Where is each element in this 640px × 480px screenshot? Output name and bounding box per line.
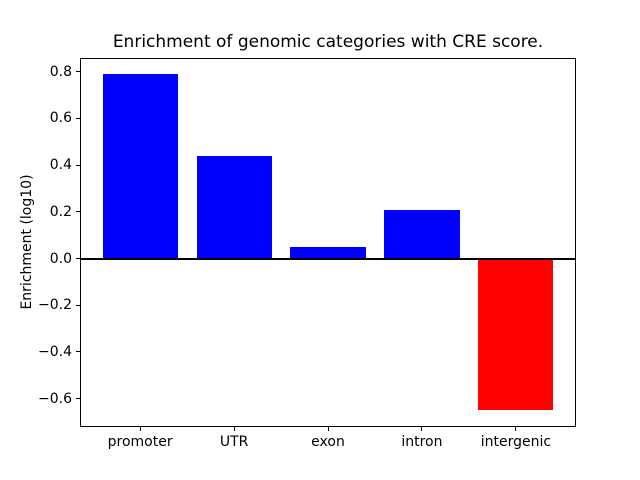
- chart-title: Enrichment of genomic categories with CR…: [112, 32, 544, 52]
- y-tick-label: −0.4: [38, 343, 72, 360]
- x-tick-mark: [139, 427, 141, 431]
- x-tick-label: intron: [401, 434, 443, 450]
- y-tick-label: −0.6: [38, 390, 72, 407]
- y-tick-mark: [76, 398, 80, 399]
- y-tick-mark: [76, 117, 80, 119]
- y-tick-mark: [76, 211, 80, 213]
- y-tick-mark: [76, 351, 80, 353]
- y-tick-mark: [76, 258, 80, 259]
- y-tick-label: 0.8: [49, 63, 72, 80]
- x-tick-label: exon: [311, 434, 345, 450]
- x-tick-label: promoter: [107, 434, 173, 450]
- x-tick-mark: [421, 427, 423, 431]
- x-tick-mark: [233, 427, 235, 431]
- zero-line: [80, 257, 576, 260]
- y-tick-label: −0.2: [38, 297, 72, 314]
- y-tick-mark: [76, 164, 80, 166]
- y-tick-label: 0.6: [49, 110, 72, 127]
- bar-intergenic: [478, 258, 554, 411]
- bar-intron: [384, 209, 460, 259]
- x-tick-label: UTR: [219, 434, 249, 450]
- x-tick-mark: [327, 427, 329, 431]
- y-axis-label: Enrichment (log10): [19, 174, 35, 310]
- x-tick-mark: [515, 427, 517, 431]
- bar-promoter: [102, 74, 178, 259]
- y-tick-mark: [76, 71, 80, 73]
- x-tick-label: intergenic: [480, 434, 552, 450]
- bar-exon: [290, 246, 366, 259]
- y-tick-label: 0.4: [49, 157, 72, 174]
- y-tick-label: 0.2: [49, 203, 72, 220]
- bar-UTR: [196, 155, 272, 259]
- y-tick-mark: [76, 304, 80, 306]
- y-tick-label: 0.0: [49, 250, 72, 267]
